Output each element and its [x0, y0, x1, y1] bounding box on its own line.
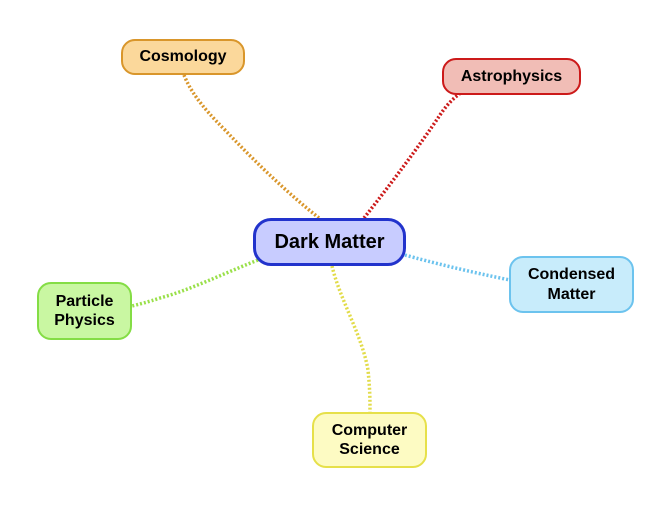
node-condensed-matter[interactable]: Condensed Matter: [509, 256, 634, 313]
central-topic-label: Dark Matter: [274, 231, 385, 253]
node-condensed-matter-line2: Matter: [547, 285, 596, 303]
connector-computer-science: [330, 265, 372, 413]
connector-particle-physics: [131, 258, 259, 308]
node-particle-physics-line1: Particle: [55, 292, 114, 310]
connector-astrophysics: [362, 90, 464, 220]
node-computer-science-line1: Computer: [331, 421, 408, 439]
node-computer-science-line2: Science: [339, 441, 400, 458]
node-astrophysics-label: Astrophysics: [460, 67, 563, 85]
node-condensed-matter-line1: Condensed: [527, 266, 616, 284]
node-particle-physics-line2: Physics: [54, 312, 115, 329]
connector-cosmology: [182, 74, 321, 220]
node-cosmology-label: Cosmology: [139, 48, 227, 66]
node-particle-physics[interactable]: Particle Physics: [37, 282, 132, 340]
node-cosmology[interactable]: Cosmology: [121, 39, 245, 75]
central-topic-node[interactable]: Dark Matter: [253, 218, 406, 266]
node-computer-science[interactable]: Computer Science: [312, 412, 427, 468]
connector-condensed-matter: [404, 253, 511, 282]
node-astrophysics[interactable]: Astrophysics: [442, 58, 581, 95]
